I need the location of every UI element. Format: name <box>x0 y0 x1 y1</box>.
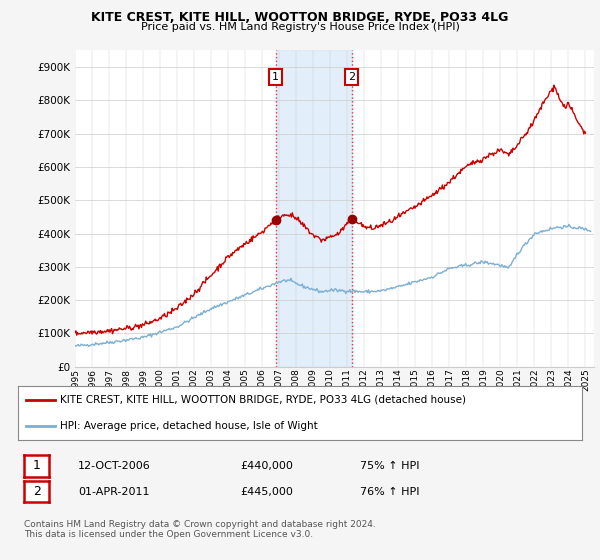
Text: 2: 2 <box>348 72 355 82</box>
Text: Price paid vs. HM Land Registry's House Price Index (HPI): Price paid vs. HM Land Registry's House … <box>140 22 460 32</box>
Text: 2: 2 <box>32 485 41 498</box>
Text: 76% ↑ HPI: 76% ↑ HPI <box>360 487 419 497</box>
Text: 1: 1 <box>32 459 41 473</box>
Text: 01-APR-2011: 01-APR-2011 <box>78 487 149 497</box>
Text: 12-OCT-2006: 12-OCT-2006 <box>78 461 151 471</box>
Text: £440,000: £440,000 <box>240 461 293 471</box>
Bar <box>275 50 352 367</box>
Text: 75% ↑ HPI: 75% ↑ HPI <box>360 461 419 471</box>
Text: HPI: Average price, detached house, Isle of Wight: HPI: Average price, detached house, Isle… <box>60 421 318 431</box>
Text: Contains HM Land Registry data © Crown copyright and database right 2024.
This d: Contains HM Land Registry data © Crown c… <box>24 520 376 539</box>
Text: KITE CREST, KITE HILL, WOOTTON BRIDGE, RYDE, PO33 4LG (detached house): KITE CREST, KITE HILL, WOOTTON BRIDGE, R… <box>60 395 466 405</box>
Text: 1: 1 <box>272 72 279 82</box>
Text: KITE CREST, KITE HILL, WOOTTON BRIDGE, RYDE, PO33 4LG: KITE CREST, KITE HILL, WOOTTON BRIDGE, R… <box>91 11 509 24</box>
Text: £445,000: £445,000 <box>240 487 293 497</box>
